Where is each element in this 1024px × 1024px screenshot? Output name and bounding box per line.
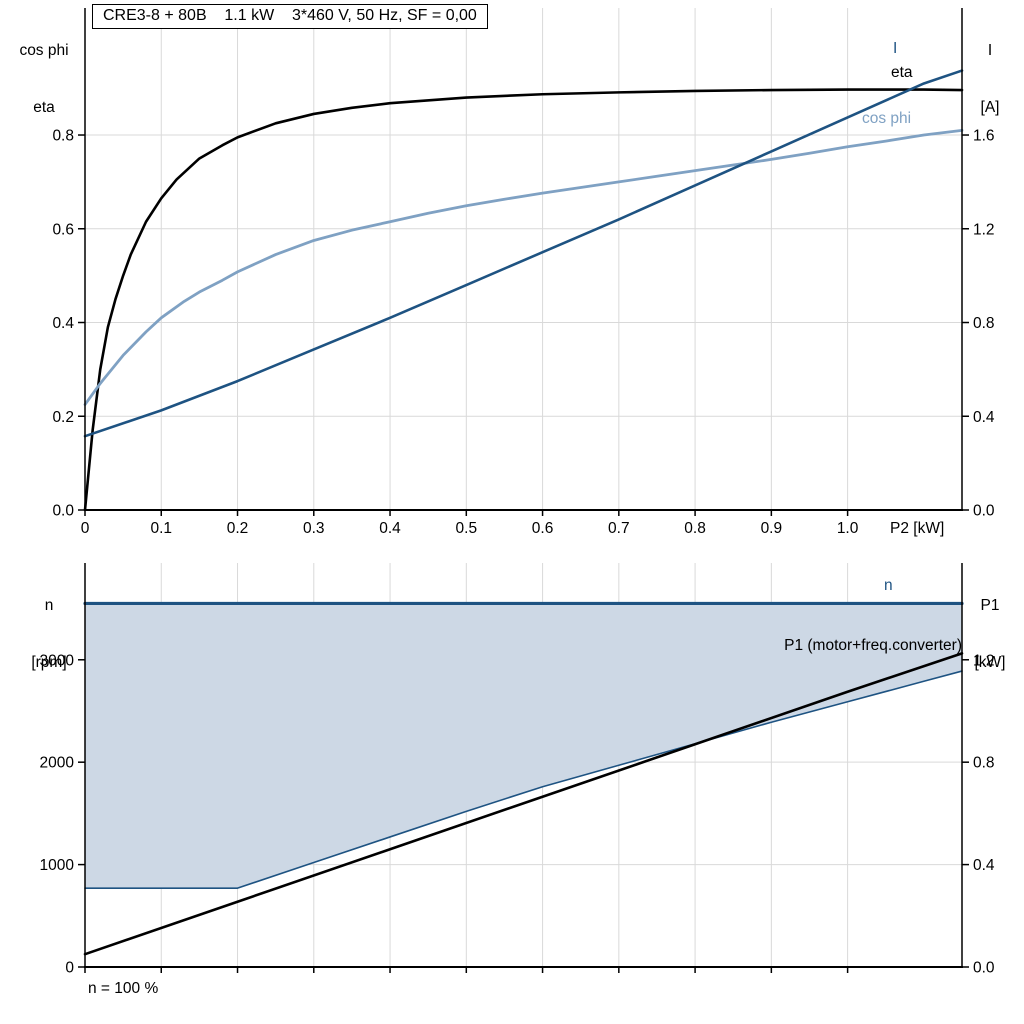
y-right-tick-label: 0.8 [973, 315, 995, 332]
y-left-tick-label: 0.6 [52, 221, 74, 238]
axis-label-current: I [987, 42, 993, 59]
series-current [83, 69, 964, 438]
y-right-tick-label: 0.8 [973, 755, 995, 772]
axis-label-ampere-unit: [A] [980, 99, 1000, 116]
chart-title: CRE3-8 + 80B 1.1 kW 3*460 V, 50 Hz, SF =… [92, 4, 488, 29]
y-left-tick-label: 0.2 [52, 409, 74, 426]
panel-bottom: 0 1000 2000 3000 0.0 0.4 0.8 1.2 [40, 563, 995, 977]
x-tick-label: 0.3 [303, 520, 325, 537]
bottom-left-axis-label: n [rpm] [16, 558, 82, 710]
bottom-right-axis-label: P1 [kW] [962, 558, 1018, 710]
footnote-speed-percent: n = 100 % [88, 980, 159, 997]
top-right-axis-label: I [A] [962, 3, 1018, 155]
panel-top: 0 0.1 0.2 0.3 0.4 0.5 0.6 0.7 0.8 0.9 1.0 0.0 0.2 0.4… [52, 8, 995, 537]
y-right-tick-label: 1.2 [973, 221, 995, 238]
x-tick-label: 0.8 [684, 520, 706, 537]
axis-label-n: n [44, 597, 54, 614]
y-left-tick-label: 0.0 [52, 503, 74, 520]
x-tick-label: 1.0 [837, 520, 859, 537]
y-left-tick-label: 2000 [40, 755, 75, 772]
series-cos-phi [83, 128, 964, 406]
axis-label-p1: P1 [980, 597, 1000, 614]
x-tick-label: 0.2 [227, 520, 249, 537]
x-axis-title: P2 [kW] [890, 520, 944, 537]
curve-label-p1: P1 (motor+freq.converter) [784, 637, 962, 654]
y-right-tick-label: 1.2 [973, 652, 995, 669]
x-tick-label: 0.4 [379, 520, 401, 537]
axis-label-rpm-unit: [rpm] [31, 654, 67, 671]
y-right-tick-label: 1.6 [973, 128, 995, 145]
top-left-axis-label: cos phi eta [6, 3, 82, 155]
y-left-tick-label: 0.8 [52, 128, 74, 145]
x-tick-label: 0.5 [456, 520, 478, 537]
x-tick-label: 0.1 [150, 520, 172, 537]
axis-label-eta: eta [33, 99, 55, 116]
y-left-tick-label: 0 [65, 960, 74, 977]
y-right-tick-label: 0.0 [973, 960, 995, 977]
series-eta [83, 88, 964, 512]
y-right-tick-label: 0.4 [973, 857, 995, 874]
axis-label-kw-unit: [kW] [974, 654, 1006, 671]
curve-label-eta: eta [891, 64, 913, 81]
series-speed-min [84, 670, 963, 889]
series-p1 [83, 652, 964, 956]
axis-label-cos-phi: cos phi [19, 42, 69, 59]
y-right-tick-label: 0.4 [973, 409, 995, 426]
curve-label-current: I [893, 40, 898, 57]
x-tick-label: 0.6 [532, 520, 554, 537]
x-tick-label: 0.9 [761, 520, 783, 537]
speed-range-fill [85, 603, 962, 889]
x-tick-label: 0.7 [608, 520, 630, 537]
y-right-tick-label: 0.0 [973, 503, 995, 520]
y-left-tick-label: 1000 [40, 857, 75, 874]
x-tick-label: 0 [81, 520, 90, 537]
curve-label-cos-phi: cos phi [862, 110, 912, 127]
y-left-tick-label: 3000 [40, 652, 75, 669]
curve-label-n: n [884, 577, 893, 594]
y-left-tick-label: 0.4 [52, 315, 74, 332]
